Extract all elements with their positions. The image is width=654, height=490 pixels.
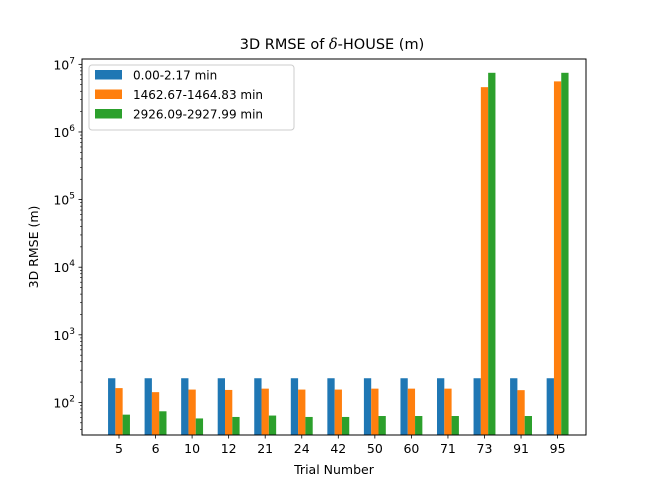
- bar-series2-trial-5: [115, 388, 123, 435]
- legend-label-series1: 0.00-2.17 min: [133, 69, 217, 83]
- bars-group: [108, 72, 569, 436]
- bar-series2-trial-60: [407, 388, 416, 435]
- x-tick-label: 5: [115, 441, 123, 456]
- bar-series1-trial-91: [510, 378, 518, 435]
- legend-label-series2: 1462.67-1464.83 min: [133, 88, 263, 102]
- bar-series2-trial-73: [480, 87, 489, 435]
- bar-series1-trial-73: [473, 378, 481, 435]
- bar-series1-trial-42: [327, 378, 335, 435]
- bar-series3-trial-21: [268, 415, 277, 435]
- bar-series1-trial-5: [108, 378, 116, 435]
- bar-series3-trial-24: [305, 416, 313, 435]
- bar-series1-trial-50: [363, 378, 372, 435]
- x-tick-label: 6: [152, 441, 160, 456]
- bar-series1-trial-71: [437, 378, 445, 435]
- bar-series2-trial-91: [517, 390, 525, 435]
- bar-series2-trial-71: [444, 388, 452, 435]
- x-tick-label: 24: [294, 441, 310, 456]
- x-tick-label: 71: [440, 441, 456, 456]
- x-tick-label: 10: [184, 441, 200, 456]
- x-tick-label: 21: [257, 441, 273, 456]
- x-tick-label: 50: [367, 441, 383, 456]
- x-tick-label: 91: [513, 441, 529, 456]
- bar-series2-trial-42: [334, 389, 342, 435]
- chart-title: 3D RMSE of δ-HOUSE (m): [240, 37, 424, 53]
- bar-series3-trial-10: [195, 418, 204, 435]
- bar-series1-trial-10: [181, 378, 189, 435]
- bar-series1-trial-6: [144, 378, 152, 435]
- bar-series1-trial-12: [217, 378, 225, 435]
- bar-series2-trial-12: [225, 389, 233, 435]
- bar-series2-trial-50: [371, 388, 379, 435]
- bar-series3-trial-95: [561, 72, 569, 436]
- y-tick-label: 107: [53, 56, 75, 72]
- bar-series1-trial-95: [546, 378, 554, 435]
- delta-symbol: δ: [329, 37, 338, 53]
- bar-series3-trial-12: [232, 416, 240, 435]
- legend-swatch-series2: [95, 89, 122, 99]
- y-tick-label: 103: [53, 327, 75, 343]
- y-tick-label: 106: [53, 124, 75, 140]
- bar-series2-trial-6: [151, 392, 160, 435]
- plot-area-frame: [81, 58, 587, 436]
- y-tick-label: 102: [53, 394, 75, 410]
- bar-series2-trial-24: [298, 389, 306, 435]
- x-tick-label: 95: [550, 441, 566, 456]
- ticks-group: 5 6 10 12 21 24 42 50 60 71 73 91 95 102 103 104 105 106 1…: [53, 56, 565, 456]
- legend-swatch-series1: [95, 70, 122, 80]
- bar-series1-trial-21: [254, 378, 262, 435]
- bar-series3-trial-71: [451, 416, 459, 435]
- bar-series3-trial-6: [159, 411, 167, 435]
- legend-box: [88, 64, 295, 131]
- y-tick-label: 105: [53, 192, 75, 208]
- bar-series1-trial-24: [290, 378, 299, 435]
- bar-series2-trial-95: [553, 81, 562, 435]
- bar-series3-trial-50: [378, 416, 386, 435]
- x-tick-label: 60: [403, 441, 419, 456]
- bar-series3-trial-91: [524, 416, 532, 435]
- x-tick-label: 42: [330, 441, 346, 456]
- bar-series3-trial-73: [488, 72, 496, 436]
- legend-label-series3: 2926.09-2927.99 min: [133, 108, 263, 122]
- x-tick-label: 73: [477, 441, 493, 456]
- bar-series2-trial-10: [188, 389, 196, 435]
- x-axis-label: Trial Number: [293, 462, 375, 477]
- legend-swatch-series3: [95, 109, 122, 119]
- y-tick-label: 104: [53, 259, 75, 275]
- bar-series3-trial-60: [415, 416, 423, 435]
- bar-series1-trial-60: [400, 378, 408, 435]
- bar-series2-trial-21: [261, 388, 269, 435]
- bar-series3-trial-42: [341, 416, 350, 435]
- bar-series3-trial-5: [122, 414, 130, 435]
- y-axis-label: 3D RMSE (m): [26, 206, 41, 289]
- x-tick-label: 12: [221, 441, 237, 456]
- legend: 0.00-2.17 min 1462.67-1464.83 min 2926.09-…: [88, 64, 295, 131]
